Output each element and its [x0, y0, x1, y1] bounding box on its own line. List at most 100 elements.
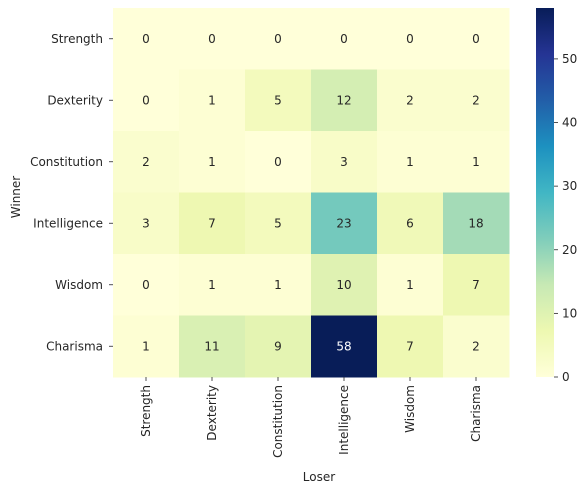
heatmap-cell-value: 1 — [208, 278, 216, 292]
y-axis-label: Winner — [9, 176, 23, 219]
heatmap-cell — [377, 254, 444, 316]
y-tick-label: Dexterity — [47, 93, 103, 107]
heatmap-cell-value: 18 — [468, 216, 483, 230]
colorbar-tick-label: 50 — [562, 52, 577, 66]
heatmap-cell-value: 0 — [142, 278, 150, 292]
heatmap-cell — [113, 131, 180, 193]
colorbar-gradient — [536, 8, 554, 377]
x-tick-label: Dexterity — [205, 385, 219, 441]
x-tick-label: Charisma — [469, 385, 483, 442]
heatmap-cell — [113, 8, 180, 70]
heatmap-cell-value: 0 — [472, 32, 480, 46]
heatmap-cell-value: 0 — [142, 32, 150, 46]
heatmap-cell — [113, 192, 180, 255]
heatmap-cell — [179, 8, 246, 70]
heatmap-cell — [113, 315, 180, 378]
heatmap-cell — [179, 192, 246, 255]
heatmap-cell — [311, 315, 378, 378]
heatmap-cell — [179, 131, 246, 193]
heatmap-cell — [377, 315, 444, 378]
heatmap-cell-labels: 0 0 0 0 0 00 1 5 12 2 22 1 0 3 1 13 7 5 23 6 180 1 1 10 1 71 11 9 58… — [142, 32, 483, 354]
heatmap-cell-value: 2 — [142, 155, 150, 169]
heatmap-cell-value: 0 — [208, 32, 216, 46]
y-tick-label: Charisma — [46, 339, 103, 353]
heatmap-cell-value: 2 — [406, 93, 414, 107]
heatmap-cell-value: 23 — [336, 216, 351, 230]
heatmap-cell — [245, 192, 312, 255]
heatmap-cell-value: 1 — [406, 155, 414, 169]
heatmap-cell-value: 7 — [472, 278, 480, 292]
heatmap-cell — [377, 69, 444, 132]
heatmap-cell — [311, 254, 378, 316]
heatmap-cell — [443, 131, 510, 193]
heatmap-cells — [113, 8, 510, 378]
heatmap-cell — [377, 131, 444, 193]
heatmap-cell-value: 1 — [472, 155, 480, 169]
heatmap-cell-value: 0 — [406, 32, 414, 46]
heatmap-cell-value: 3 — [142, 216, 150, 230]
heatmap-cell — [311, 131, 378, 193]
heatmap-cell-value: 9 — [274, 339, 282, 353]
colorbar-tick-label: 20 — [562, 243, 577, 257]
heatmap-cell — [377, 8, 444, 70]
heatmap-cell — [179, 254, 246, 316]
heatmap-cell-value: 1 — [274, 278, 282, 292]
colorbar: 0 10 20 30 40 50 — [536, 8, 577, 384]
heatmap-cell-value: 5 — [274, 216, 282, 230]
heatmap-cell-value: 11 — [204, 339, 219, 353]
heatmap-cell-value: 3 — [340, 155, 348, 169]
x-tick-label: Constitution — [271, 385, 285, 458]
colorbar-tick-label: 30 — [562, 179, 577, 193]
heatmap-cell — [311, 8, 378, 70]
heatmap-cell-value: 7 — [406, 339, 414, 353]
heatmap-cell-value: 6 — [406, 216, 414, 230]
heatmap-cell — [443, 315, 510, 378]
heatmap-cell-value: 2 — [472, 339, 480, 353]
heatmap-cell — [245, 254, 312, 316]
heatmap-cell — [245, 315, 312, 378]
x-axis-ticks: Strength Dexterity Constitution Intelligenc… — [139, 377, 483, 458]
heatmap-cell — [443, 254, 510, 316]
x-tick-label: Strength — [139, 385, 153, 437]
x-axis-label: Loser — [303, 470, 335, 484]
heatmap-cell-value: 1 — [208, 155, 216, 169]
heatmap-cell — [245, 69, 312, 132]
heatmap-cell-value: 0 — [142, 93, 150, 107]
heatmap-cell — [311, 192, 378, 255]
heatmap-cell — [245, 131, 312, 193]
y-tick-label: Intelligence — [33, 216, 103, 230]
heatmap-cell — [113, 254, 180, 316]
y-tick-label: Constitution — [30, 155, 103, 169]
heatmap-cell — [179, 69, 246, 132]
heatmap-cell-value: 0 — [274, 155, 282, 169]
colorbar-tick-label: 0 — [562, 370, 570, 384]
x-tick-label: Intelligence — [337, 385, 351, 455]
heatmap-cell — [443, 8, 510, 70]
heatmap-cell — [245, 8, 312, 70]
y-tick-label: Strength — [51, 32, 103, 46]
heatmap-cell-value: 58 — [336, 339, 351, 353]
heatmap-cell — [311, 69, 378, 132]
heatmap-cell — [179, 315, 246, 378]
heatmap-cell-value: 5 — [274, 93, 282, 107]
heatmap-cell-value: 0 — [274, 32, 282, 46]
y-axis-ticks: Strength Dexterity Constitution Intelligenc… — [30, 32, 113, 353]
heatmap-cell-value: 0 — [340, 32, 348, 46]
heatmap-cell-value: 1 — [208, 93, 216, 107]
heatmap-cell-value: 1 — [406, 278, 414, 292]
heatmap-cell — [443, 69, 510, 132]
heatmap-cell-value: 7 — [208, 216, 216, 230]
heatmap-cell-value: 2 — [472, 93, 480, 107]
heatmap-cell-value: 10 — [336, 278, 351, 292]
x-tick-label: Wisdom — [403, 385, 417, 433]
heatmap-cell — [443, 192, 510, 255]
heatmap-cell — [377, 192, 444, 255]
y-tick-label: Wisdom — [55, 278, 103, 292]
colorbar-tick-label: 40 — [562, 116, 577, 130]
heatmap-cell — [113, 69, 180, 132]
heatmap-cell-value: 1 — [142, 339, 150, 353]
colorbar-ticks: 0 10 20 30 40 50 — [554, 52, 577, 384]
heatmap-cell-value: 12 — [336, 93, 351, 107]
colorbar-tick-label: 10 — [562, 306, 577, 320]
